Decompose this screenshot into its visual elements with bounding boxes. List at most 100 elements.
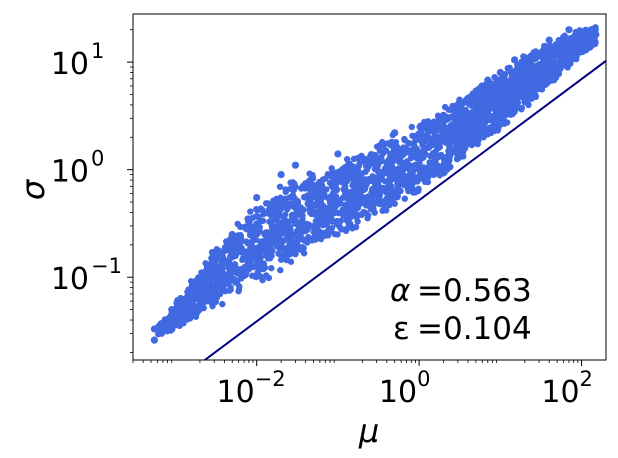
y-tick-label-base: 10 [51, 47, 89, 82]
data-point [496, 90, 504, 99]
data-point [542, 67, 549, 75]
data-point [248, 241, 255, 248]
data-point [436, 143, 443, 151]
data-point [408, 184, 416, 191]
plot-frame [132, 13, 607, 361]
data-point [545, 36, 553, 44]
data-point [455, 144, 462, 151]
svg-text:=0.104: =0.104 [417, 311, 532, 347]
data-point [538, 86, 546, 93]
data-point [263, 252, 270, 260]
data-point [471, 98, 478, 106]
data-point [444, 160, 451, 167]
data-point [397, 174, 405, 182]
data-point [463, 110, 470, 117]
data-point [328, 165, 335, 172]
data-point [489, 123, 496, 131]
data-point [446, 152, 454, 160]
data-point [364, 215, 371, 222]
data-point [407, 171, 414, 179]
data-point [190, 279, 197, 287]
data-point [465, 125, 472, 132]
data-point [532, 86, 539, 94]
data-point [409, 132, 416, 139]
data-point [396, 158, 403, 166]
x-axis-label: μ [358, 412, 379, 450]
data-point [300, 250, 308, 257]
data-point [325, 195, 332, 202]
data-point [497, 77, 505, 84]
data-point [348, 170, 356, 177]
data-point [464, 94, 472, 102]
data-point [219, 286, 226, 293]
data-point [498, 109, 505, 117]
data-point [297, 204, 304, 212]
data-point [380, 141, 387, 149]
data-point [243, 251, 250, 259]
data-point [238, 249, 245, 256]
alpha-annotation: α =0.563 [390, 273, 532, 309]
data-point [427, 167, 435, 174]
data-point [181, 313, 189, 321]
data-point [445, 106, 452, 113]
data-point [286, 223, 294, 231]
data-point [181, 297, 189, 305]
data-point [261, 264, 269, 271]
data-point [383, 169, 390, 176]
data-point [414, 178, 421, 185]
data-point [254, 227, 261, 234]
data-point [443, 137, 450, 145]
data-point [529, 75, 537, 83]
data-point [356, 176, 364, 184]
data-point [362, 177, 369, 184]
data-point [283, 228, 290, 235]
data-point [253, 193, 261, 202]
data-point [219, 260, 227, 267]
data-point [487, 103, 495, 110]
data-point [579, 48, 586, 56]
data-point [211, 253, 219, 260]
y-tick-label-base: 10 [51, 155, 89, 190]
data-point [277, 219, 285, 226]
x-tick-label-exponent: 0 [417, 367, 430, 391]
data-point [291, 161, 300, 169]
data-point [507, 80, 515, 88]
data-point [245, 266, 253, 273]
data-point [349, 225, 356, 232]
data-point [352, 192, 360, 199]
data-point [310, 191, 318, 199]
data-point [227, 284, 234, 291]
data-point [337, 217, 345, 225]
data-point [276, 183, 284, 190]
data-point [218, 249, 226, 256]
data-point [392, 142, 400, 149]
data-point [584, 36, 592, 44]
data-point [205, 261, 212, 268]
data-point [371, 209, 378, 216]
data-point [575, 44, 582, 51]
data-point [254, 252, 261, 259]
data-point [282, 188, 289, 196]
data-point [388, 164, 396, 171]
data-point [196, 285, 204, 293]
data-point [379, 198, 386, 205]
data-point [429, 139, 437, 147]
data-point [358, 170, 365, 177]
data-point [448, 121, 455, 128]
data-point [288, 213, 296, 220]
data-point [378, 148, 386, 155]
data-point [168, 316, 176, 324]
svg-text:ε: ε [393, 311, 410, 347]
data-point [329, 218, 336, 225]
data-point [482, 97, 490, 104]
data-point [355, 211, 362, 219]
data-point [462, 138, 469, 146]
data-point [552, 74, 559, 81]
data-point [373, 199, 380, 207]
data-point [423, 120, 430, 127]
data-point [587, 26, 594, 34]
data-point [405, 140, 412, 147]
data-point [354, 155, 361, 162]
